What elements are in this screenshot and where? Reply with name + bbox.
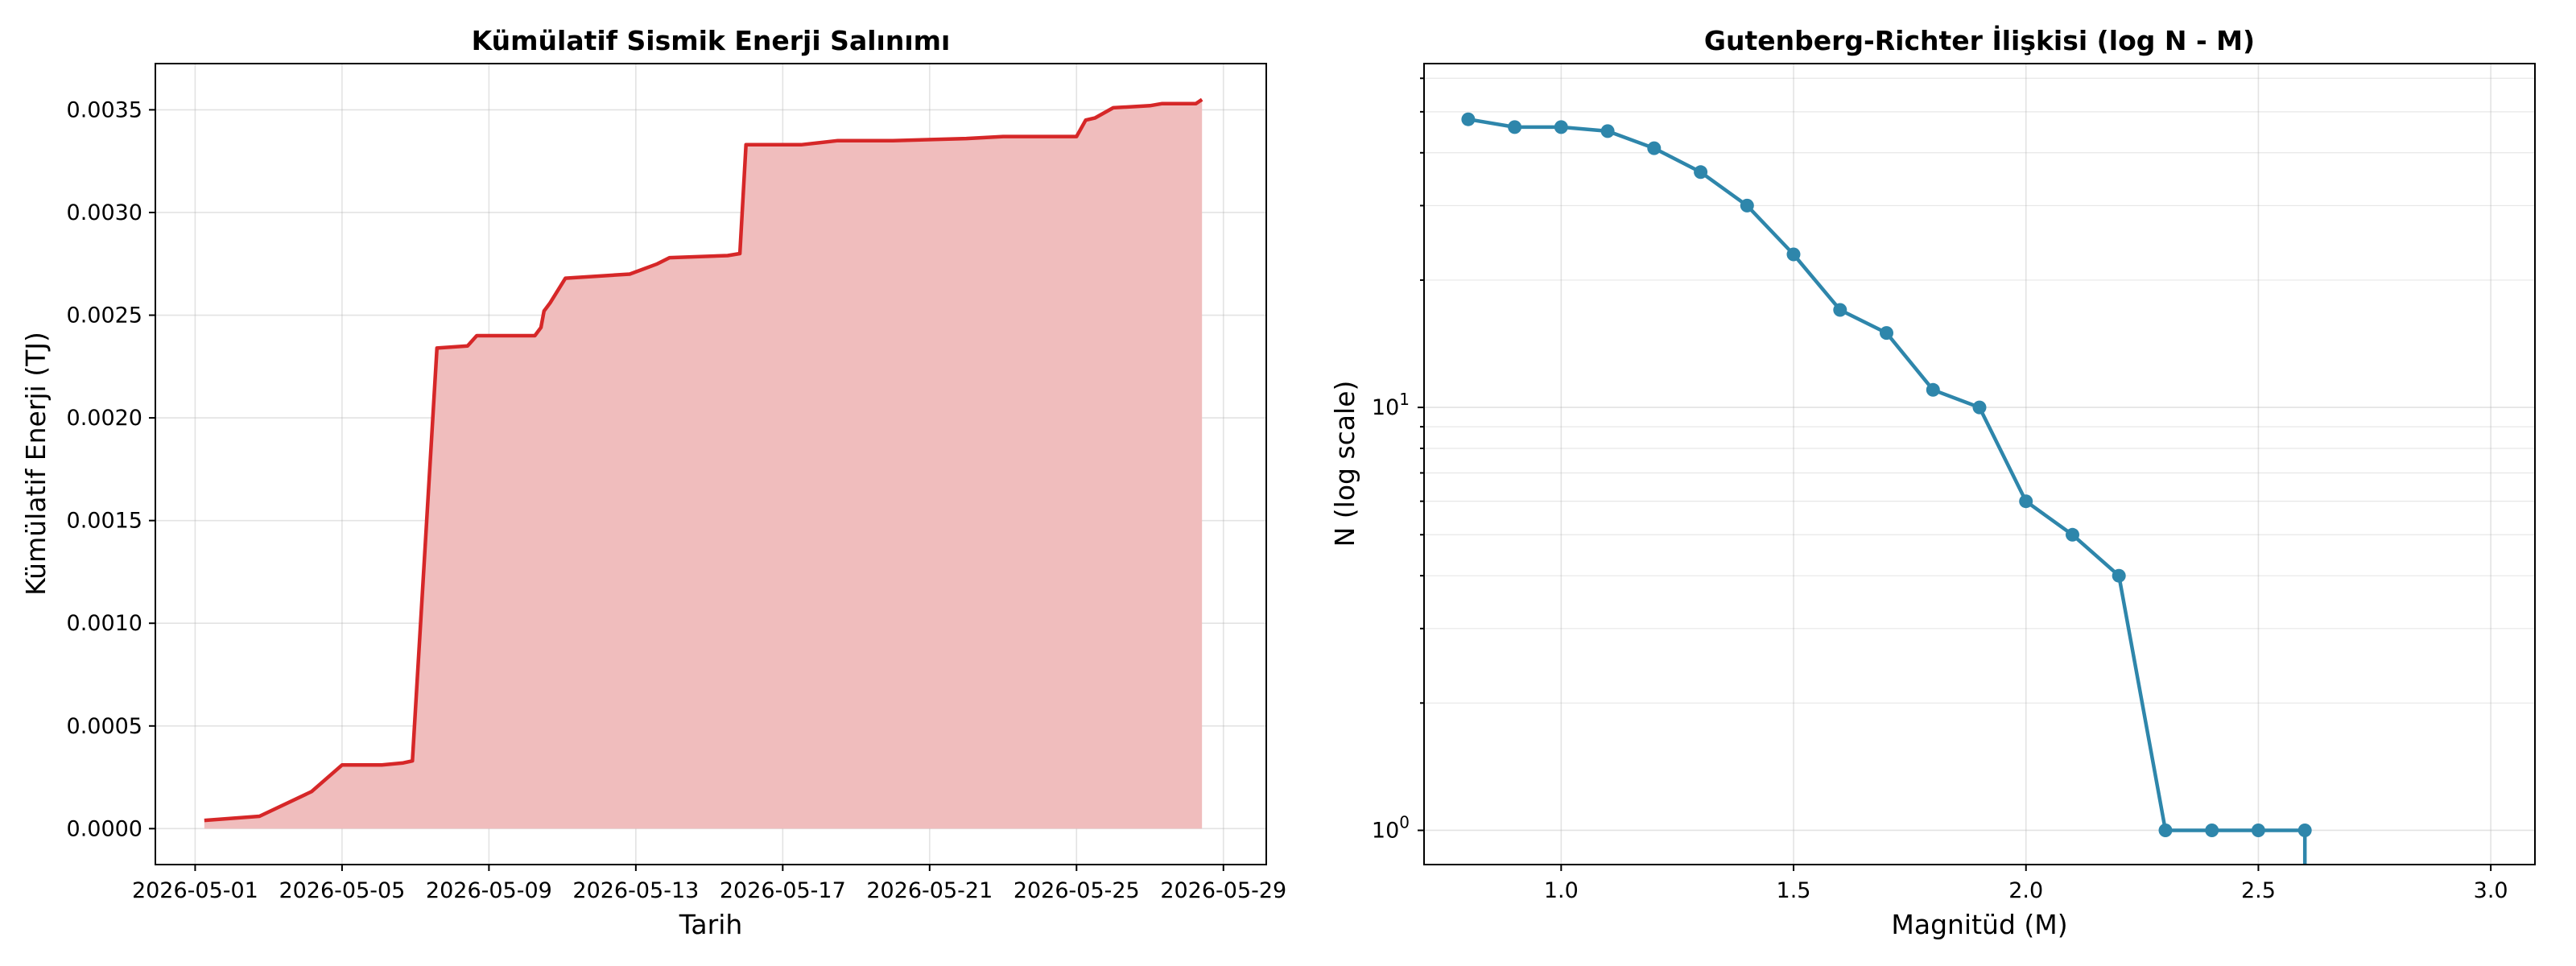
energy-chart-ticks: 2026-05-01 2026-05-05 2026-05-09 2026-05-13… <box>67 97 1287 903</box>
gr-x-tick-label: 2.0 <box>2008 878 2043 903</box>
energy-x-tick-label: 2026-05-21 <box>866 878 993 903</box>
gr-data-point <box>1740 198 1754 213</box>
gr-data-point <box>1880 326 1893 341</box>
energy-x-tick-label: 2026-05-09 <box>426 878 552 903</box>
energy-x-tick-label: 2026-05-13 <box>572 878 699 903</box>
energy-area-fill <box>204 99 1203 829</box>
energy-y-tick-label: 0.0035 <box>67 97 142 122</box>
energy-y-tick-label: 0.0015 <box>67 509 142 534</box>
energy-y-tick-label: 0.0005 <box>67 714 142 739</box>
gr-x-tick-label: 1.0 <box>1544 878 1579 903</box>
gr-y-tick-label: 100 <box>1372 812 1410 843</box>
gr-data-point <box>1508 120 1522 134</box>
gr-data-point <box>1694 165 1708 180</box>
gutenberg-richter-chart: Gutenberg-Richter İlişkisi (log N - M) 1… <box>1329 24 2536 940</box>
energy-chart-frame <box>155 63 1267 865</box>
gr-x-tick-label: 1.5 <box>1777 878 1811 903</box>
gr-data-point <box>2297 824 2312 837</box>
energy-x-tick-label: 2026-05-29 <box>1160 878 1286 903</box>
gr-data-point <box>1786 247 1801 262</box>
gr-data-point <box>2251 824 2265 837</box>
gr-data-point <box>1972 400 1987 415</box>
gr-data-point <box>2019 494 2033 509</box>
energy-y-tick-label: 0.0000 <box>67 816 142 841</box>
gr-chart-frame <box>1423 63 2536 865</box>
gr-data-point <box>1461 112 1476 126</box>
gr-data-point <box>2205 824 2219 837</box>
gr-chart-xlabel: Magnitüd (M) <box>1891 909 2067 940</box>
gr-data-point <box>1833 303 1847 317</box>
energy-chart-xlabel: Tarih <box>679 909 743 940</box>
gr-chart-ticks: 1.0 1.5 2.0 2.5 3.0 100 101 <box>1372 77 2508 903</box>
gr-data-point <box>1600 124 1615 138</box>
gr-data-point <box>1554 120 1568 134</box>
gr-data-point <box>1926 382 1940 397</box>
energy-y-tick-label: 0.0020 <box>67 406 142 431</box>
energy-x-tick-label: 2026-05-05 <box>279 878 405 903</box>
energy-chart-title: Kümülatif Sismik Enerji Salınımı <box>472 25 951 56</box>
energy-x-tick-label: 2026-05-01 <box>132 878 258 903</box>
gr-series-line <box>1468 117 2307 865</box>
energy-chart: Kümülatif Sismik Enerji Salınımı 2026-05… <box>20 25 1286 940</box>
energy-y-tick-label: 0.0010 <box>67 611 142 636</box>
gr-chart-ylabel: N (log scale) <box>1329 381 1360 547</box>
gr-data-point <box>2158 824 2173 837</box>
gr-data-point <box>1647 141 1662 155</box>
gr-chart-line-layer <box>1461 112 2312 865</box>
energy-y-tick-label: 0.0025 <box>67 303 142 328</box>
gr-x-tick-label: 3.0 <box>2474 878 2508 903</box>
energy-series-line <box>204 97 1203 823</box>
energy-x-tick-label: 2026-05-25 <box>1013 878 1140 903</box>
gr-data-point <box>2066 527 2079 542</box>
gr-chart-title: Gutenberg-Richter İlişkisi (log N - M) <box>1704 24 2255 56</box>
gr-data-point <box>2112 568 2126 583</box>
energy-chart-ylabel: Kümülatif Enerji (TJ) <box>20 332 52 596</box>
energy-y-tick-label: 0.0030 <box>67 200 142 225</box>
energy-chart-area-layer <box>204 97 1203 829</box>
energy-x-tick-label: 2026-05-17 <box>720 878 846 903</box>
gr-x-tick-label: 2.5 <box>2241 878 2276 903</box>
gr-y-tick-label: 101 <box>1372 390 1410 420</box>
gr-chart-grid <box>1424 64 2535 865</box>
